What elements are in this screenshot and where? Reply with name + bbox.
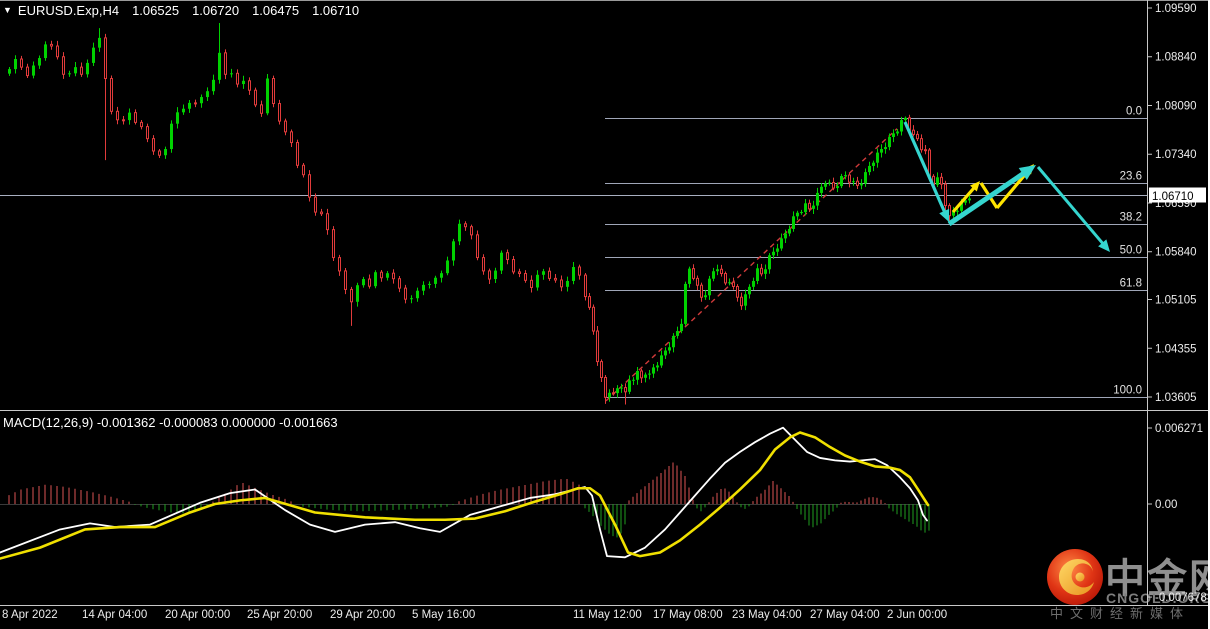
macd-tick-label: 0.00 bbox=[1155, 499, 1177, 511]
quote-open: 1.06525 bbox=[132, 3, 180, 18]
fib-level-label: 23.6 bbox=[1120, 171, 1142, 183]
fibonacci-retracement[interactable]: 0.0 23.6 38.2 50.0 61.8 100.0 bbox=[605, 106, 1147, 398]
time-axis-label: 29 Apr 20:00 bbox=[330, 609, 396, 621]
current-price-tag bbox=[1149, 187, 1206, 203]
macd-indicator bbox=[0, 426, 930, 560]
time-axis-label: 20 Apr 00:00 bbox=[165, 609, 231, 621]
price-tick-label: 1.08090 bbox=[1155, 100, 1197, 112]
quote-high: 1.06720 bbox=[192, 3, 240, 18]
time-axis-label: 27 May 04:00 bbox=[810, 609, 880, 621]
time-axis-label: 17 May 08:00 bbox=[653, 609, 723, 621]
price-tick-label: 1.09590 bbox=[1155, 3, 1197, 15]
logo-circle-icon bbox=[1047, 549, 1103, 605]
macd-indicator-label: MACD(12,26,9) -0.001362 -0.000083 0.0000… bbox=[3, 415, 338, 430]
logo-swirl-icon bbox=[1059, 559, 1094, 595]
trendline[interactable] bbox=[605, 128, 898, 402]
macd-tick-label: -0.007678 bbox=[1155, 592, 1207, 604]
fib-level-label: 0.0 bbox=[1126, 106, 1142, 118]
time-axis-label: 25 Apr 20:00 bbox=[247, 609, 313, 621]
fib-level-label: 38.2 bbox=[1120, 212, 1142, 224]
quote-low: 1.06475 bbox=[252, 3, 300, 18]
price-axis[interactable]: 1.095901.088401.080901.073401.065901.058… bbox=[1147, 3, 1206, 404]
time-axis[interactable]: 8 Apr 2022 14 Apr 04:00 20 Apr 00:00 25 Apr… bbox=[0, 609, 1210, 629]
current-price-label: 1.06710 bbox=[1152, 191, 1194, 203]
watermark-logo: 中金网 CNGOLD.ORG 中文财经新媒体 bbox=[1047, 549, 1210, 621]
time-axis-label: 8 Apr 2022 bbox=[2, 609, 58, 621]
logo-tagline: 中文财经新媒体 bbox=[1050, 606, 1190, 621]
price-tick-label: 1.05105 bbox=[1155, 295, 1197, 307]
fib-level-label: 50.0 bbox=[1120, 245, 1142, 257]
quote-close: 1.06710 bbox=[312, 3, 360, 18]
symbol-ohlc-line: ▼ EURUSD.Exp,H4 1.06525 1.06720 1.06475 … bbox=[3, 3, 359, 18]
time-axis-label: 23 May 04:00 bbox=[732, 609, 802, 621]
logo-subtitle: CNGOLD.ORG bbox=[1106, 590, 1210, 606]
fib-level-label: 100.0 bbox=[1113, 385, 1142, 397]
time-axis-label: 11 May 12:00 bbox=[573, 609, 642, 621]
macd-tick-label: 0.006271 bbox=[1155, 423, 1203, 435]
projection-arrows[interactable] bbox=[903, 121, 1110, 252]
candlesticks bbox=[8, 22, 971, 405]
macd-axis[interactable]: 0.006271 0.00 -0.007678 bbox=[1147, 423, 1207, 604]
price-tick-label: 1.04355 bbox=[1155, 343, 1197, 355]
price-tick-label: 1.08840 bbox=[1155, 52, 1197, 64]
fib-level-label: 61.8 bbox=[1120, 278, 1142, 290]
time-axis-label: 2 Jun 00:00 bbox=[887, 609, 948, 621]
logo-swirl-dot bbox=[1075, 572, 1085, 582]
time-axis-label: 14 Apr 04:00 bbox=[82, 609, 148, 621]
chevron-down-icon[interactable]: ▼ bbox=[3, 5, 12, 15]
price-tick-label: 1.05840 bbox=[1155, 247, 1197, 259]
time-axis-label: 5 May 16:00 bbox=[412, 609, 476, 621]
price-tick-label: 1.03605 bbox=[1155, 392, 1197, 404]
symbol-label: EURUSD.Exp,H4 bbox=[17, 3, 120, 18]
price-tick-label: 1.07340 bbox=[1155, 149, 1197, 161]
logo-title: 中金网 bbox=[1105, 556, 1210, 601]
